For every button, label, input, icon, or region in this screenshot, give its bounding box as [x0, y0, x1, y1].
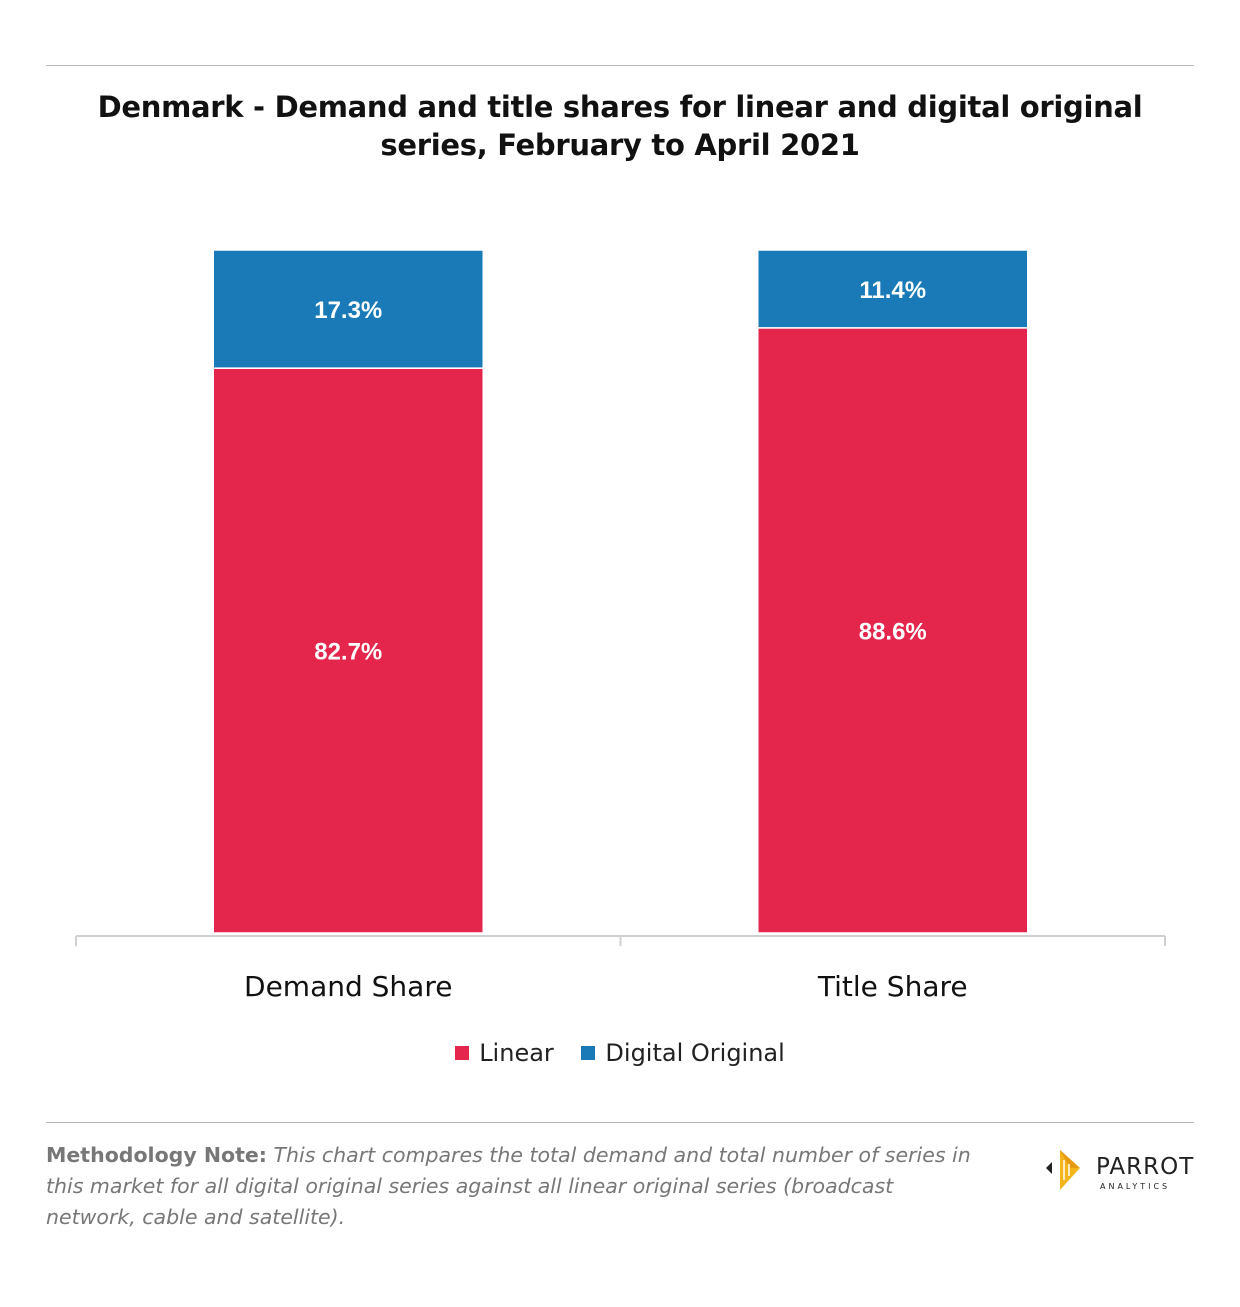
parrot-logo-icon: [1046, 1150, 1080, 1190]
x-tick-label-demand-share: Demand Share: [244, 970, 452, 1003]
bottom-rule: [46, 1122, 1194, 1123]
methodology-note-body: This chart compares the total demand and…: [46, 1143, 971, 1229]
data-label-demand-share-digital-original: 17.3%: [314, 297, 382, 324]
legend: Linear Digital Original: [0, 1038, 1240, 1067]
chart-title: Denmark - Demand and title shares for li…: [40, 88, 1200, 164]
logo-wordmark: PARROT: [1096, 1154, 1195, 1180]
legend-swatch-digital-original: [581, 1046, 596, 1060]
data-label-title-share-linear: 88.6%: [859, 618, 927, 645]
methodology-note-lead: Methodology Note:: [46, 1143, 267, 1167]
legend-label-linear: Linear: [479, 1039, 554, 1067]
stacked-bar-chart: 82.7% 17.3% Demand Share 88.6% 11.4% Title Sh…: [75, 249, 1166, 1003]
bar-title-share-digital-original: [757, 249, 1029, 329]
logo-subtitle: ANALYTICS: [1100, 1182, 1171, 1191]
x-tick-label-title-share: Title Share: [817, 970, 968, 1003]
parrot-analytics-logo: PARROT ANALYTICS: [1040, 1146, 1200, 1196]
legend-item-digital-original: Digital Original: [581, 1039, 785, 1067]
data-label-demand-share-linear: 82.7%: [314, 639, 382, 666]
legend-swatch-linear: [455, 1046, 470, 1060]
bar-demand-share-digital-original: [212, 249, 484, 369]
top-rule: [46, 65, 1194, 66]
bar-demand-share-linear: [212, 367, 484, 934]
chart-title-line-2: series, February to April 2021: [380, 128, 860, 162]
chart-title-line-1: Denmark - Demand and title shares for li…: [97, 90, 1143, 124]
methodology-note: Methodology Note: This chart compares th…: [46, 1140, 986, 1233]
legend-label-digital-original: Digital Original: [605, 1039, 785, 1067]
data-label-title-share-digital-original: 11.4%: [859, 277, 926, 304]
legend-item-linear: Linear: [455, 1039, 554, 1067]
